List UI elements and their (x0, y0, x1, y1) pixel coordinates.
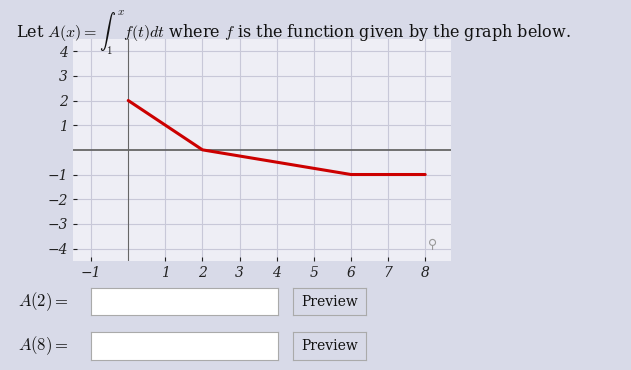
Text: Let $A(x) = \int_1^x f(t)dt$ where $f$ is the function given by the graph below.: Let $A(x) = \int_1^x f(t)dt$ where $f$ i… (16, 9, 570, 57)
Text: $A(8) =$: $A(8) =$ (18, 334, 68, 357)
Text: Preview: Preview (302, 339, 358, 353)
Text: ⚲: ⚲ (428, 238, 437, 251)
Text: $A(2) =$: $A(2) =$ (18, 290, 68, 313)
Text: Preview: Preview (302, 295, 358, 309)
